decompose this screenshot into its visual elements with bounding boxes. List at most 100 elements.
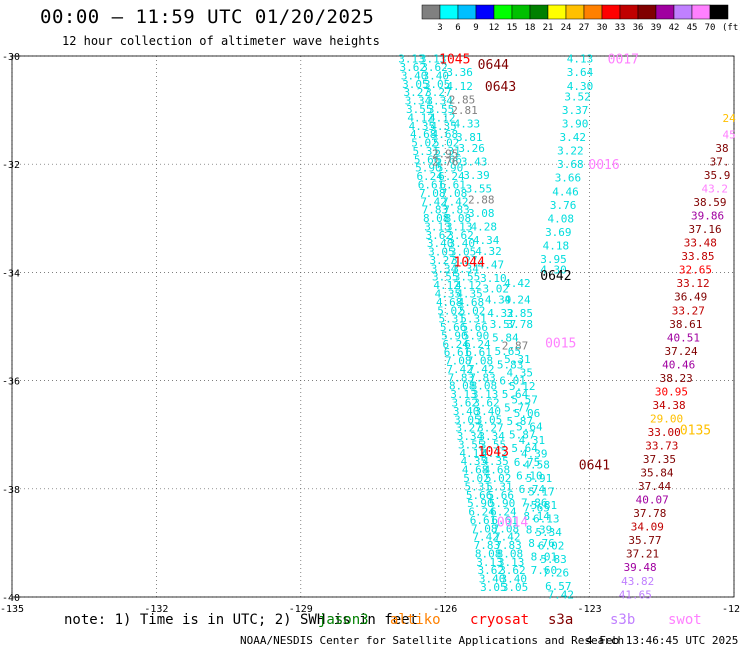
wave-height-value-dense: 4.68	[410, 128, 437, 141]
wave-height-value-dense: 3.40	[427, 237, 454, 250]
wave-height-value: 39.48	[624, 561, 657, 574]
legend-swatch	[421, 4, 441, 20]
wave-height-value-dense: 4.35	[435, 287, 462, 300]
lon-tick-label: -129	[289, 604, 313, 615]
lat-tick-label: -30	[2, 52, 20, 63]
legend-label: 45	[687, 23, 698, 33]
wave-height-value-dense: 7.42	[442, 195, 469, 208]
wave-height-value-dense: 6.61	[439, 178, 466, 191]
orbit-time-label: 0015	[545, 337, 576, 352]
wave-height-value-dense: 5.31	[434, 145, 461, 158]
legend-label: 6	[455, 23, 460, 33]
wave-height-value-dense: 3.62	[499, 564, 526, 577]
wave-height-value: 38.23	[660, 372, 693, 385]
wave-height-value: 4.08	[547, 212, 574, 225]
legend-label: 9	[473, 23, 478, 33]
wave-height-value-dense: 6.24	[416, 170, 443, 183]
wave-height-value-dense: 5.90	[463, 329, 490, 342]
wave-height-value: 34.09	[631, 521, 664, 534]
wave-height-value: 3.42	[560, 131, 587, 144]
wave-height-value-dense: 7.08	[445, 355, 472, 368]
wave-height-value: 5.06	[514, 407, 541, 420]
legend-swatch	[673, 4, 693, 20]
wave-height-value: 38	[715, 142, 728, 155]
wave-height-value-dense: 4.68	[484, 464, 511, 477]
wave-height-value: 34.38	[652, 399, 685, 412]
wave-height-value: 40.46	[662, 358, 695, 371]
legend-unit: (ft)	[722, 23, 740, 33]
wave-height-value: 4.24	[504, 293, 531, 306]
orbit-time-label: 0014	[497, 515, 528, 530]
wave-height-value-dense: 4.35	[482, 455, 509, 468]
wave-height-value-dense: 5.66	[414, 153, 441, 166]
wave-height-value: 6.02	[538, 540, 565, 553]
wave-height-value: 43.2	[701, 183, 728, 196]
wave-height-value: 30.95	[655, 385, 688, 398]
wave-height-value: 33.00	[648, 426, 681, 439]
wave-height-value: 4.13	[567, 53, 594, 66]
lon-tick-label: -126	[433, 604, 457, 615]
wave-height-value-dense: 7.08	[419, 187, 446, 200]
wave-height-value-dense: 3.55	[432, 271, 459, 284]
wave-height-value: 6.13	[533, 513, 560, 526]
wave-height-value: 5.84	[492, 331, 519, 344]
wave-height-value-dense: 5.66	[436, 153, 463, 166]
wave-height-value: 6.10	[516, 469, 543, 482]
legend-swatch	[529, 4, 549, 20]
wave-height-value: 4.31	[519, 434, 546, 447]
wave-height-value: 3.57	[490, 318, 517, 331]
wave-height-value-dense: 3.62	[400, 61, 427, 74]
wave-height-value-dense: 3.27	[425, 86, 452, 99]
wave-height-value: 37.21	[626, 548, 659, 561]
wave-height-value-dense: 4.12	[455, 279, 482, 292]
wave-height-value: 3.26	[458, 142, 485, 155]
wave-height-value: 5.83	[497, 358, 524, 371]
figure-subtitle: 12 hour collection of altimeter wave hei…	[62, 34, 380, 48]
wave-height-value: 8.76	[528, 537, 555, 550]
wave-height-value-dense: 8.08	[471, 380, 498, 393]
wave-height-value: 33.48	[684, 237, 717, 250]
wave-height-value-dense: 4.12	[407, 111, 434, 124]
wave-height-value: 6.57	[545, 580, 572, 593]
wave-height-value: 37.	[710, 155, 730, 168]
wave-height-value-dense: 3.13	[450, 388, 477, 401]
lat-tick-label: -32	[2, 160, 20, 171]
wave-height-value-dense: 6.24	[464, 338, 491, 351]
legend-label: 12	[489, 23, 500, 33]
wave-height-value: 5.87	[507, 415, 534, 428]
wave-height-value: 38.59	[693, 196, 726, 209]
wave-height-value-dense: 7.42	[494, 531, 521, 544]
wave-height-value-dense: 5.02	[411, 137, 438, 150]
wave-height-value-dense: 4.35	[456, 287, 483, 300]
wave-height-value: 4.35	[507, 366, 534, 379]
wave-height-value-dense: 8.08	[449, 380, 476, 393]
lon-tick-label: -135	[0, 604, 24, 615]
wave-height-value-dense: 3.27	[403, 86, 430, 99]
wave-height-value: 5.64	[511, 442, 538, 455]
wave-height-value-dense: 6.61	[491, 514, 518, 527]
wave-height-value-dense: 4.12	[481, 447, 508, 460]
units-note: note: 1) Time is in UTC; 2) SWH is in fe…	[64, 612, 419, 628]
legend-label: 42	[669, 23, 680, 33]
wave-height-value: 4.30	[567, 80, 594, 93]
wave-height-value: 37.16	[689, 223, 722, 236]
wave-height-value: 3.08	[468, 207, 495, 220]
wave-height-value: 3.68	[557, 158, 584, 171]
wave-height-value-dense: 5.31	[465, 480, 492, 493]
wave-height-value: 4.47	[478, 258, 505, 271]
satellite-legend-s3b: s3b	[610, 612, 636, 628]
credit-footer: NOAA/NESDIS Center for Satellite Applica…	[240, 634, 625, 647]
wave-height-value-dense: 5.31	[486, 480, 513, 493]
wave-height-value: 38.61	[669, 318, 702, 331]
wave-height-value-dense: 7.83	[474, 539, 501, 552]
wave-height-value-dense: 3.27	[429, 254, 456, 267]
wave-height-value: 5.31	[504, 353, 531, 366]
wave-height-value-dense: 3.34	[426, 95, 453, 108]
wave-height-value-dense: 5.66	[487, 489, 514, 502]
wave-height-value-dense: 8.08	[497, 547, 524, 560]
wave-height-value: 7.42	[547, 588, 574, 601]
wave-height-value-dense: 3.40	[474, 405, 501, 418]
wave-height-value: 37.24	[664, 345, 697, 358]
wave-height-value: 33.12	[677, 277, 710, 290]
